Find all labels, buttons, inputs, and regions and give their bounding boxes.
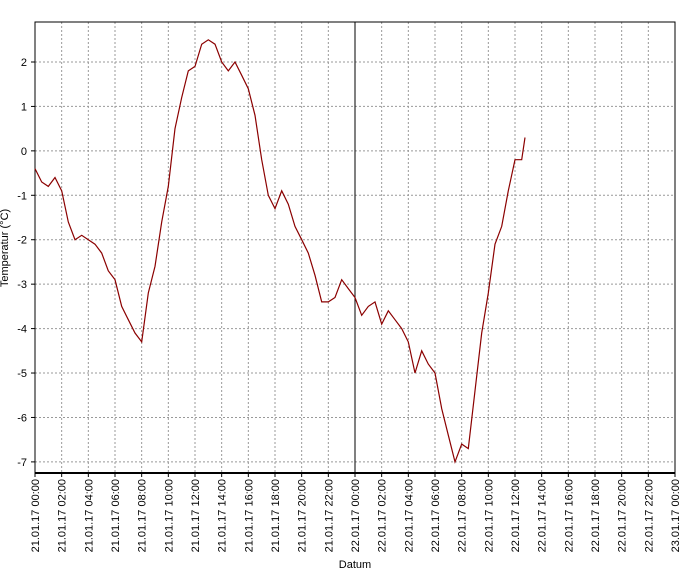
x-tick-label: 22.01.17 00:00 — [350, 479, 362, 552]
y-tick-label: -1 — [17, 190, 27, 202]
y-tick-label: 1 — [21, 101, 27, 113]
x-tick-label: 22.01.17 06:00 — [430, 479, 442, 552]
x-tick-label: 22.01.17 14:00 — [537, 479, 549, 552]
x-tick-label: 21.01.17 06:00 — [110, 479, 122, 552]
x-tick-label: 22.01.17 22:00 — [643, 479, 655, 552]
x-tick-label: 21.01.17 18:00 — [270, 479, 282, 552]
x-tick-label: 21.01.17 08:00 — [137, 479, 149, 552]
x-tick-label: 21.01.17 12:00 — [190, 479, 202, 552]
x-tick-label: 21.01.17 22:00 — [323, 479, 335, 552]
x-tick-label: 21.01.17 02:00 — [57, 479, 69, 552]
x-axis-label: Datum — [339, 559, 371, 571]
x-tick-label: 22.01.17 12:00 — [510, 479, 522, 552]
x-tick-label: 23.01.17 00:00 — [670, 479, 681, 552]
x-tick-label: 22.01.17 20:00 — [617, 479, 629, 552]
y-tick-label: -5 — [17, 368, 27, 380]
x-tick-label: 21.01.17 20:00 — [297, 479, 309, 552]
x-tick-label: 22.01.17 16:00 — [563, 479, 575, 552]
data-line — [34, 39, 526, 464]
x-tick-label: 22.01.17 08:00 — [457, 479, 469, 552]
x-tick-label: 22.01.17 02:00 — [377, 479, 389, 552]
y-tick-label: -7 — [17, 457, 27, 469]
y-tick-label: -3 — [17, 279, 27, 291]
y-tick-label: -6 — [17, 412, 27, 424]
x-tick-label: 21.01.17 00:00 — [30, 479, 42, 552]
x-tick-label: 21.01.17 04:00 — [83, 479, 95, 552]
x-tick-label: 22.01.17 04:00 — [403, 479, 415, 552]
x-tick-label: 21.01.17 14:00 — [217, 479, 229, 552]
y-tick-label: 2 — [21, 57, 27, 69]
y-tick-label: -2 — [17, 235, 27, 247]
x-tick-label: 22.01.17 10:00 — [483, 479, 495, 552]
x-tick-label: 22.01.17 18:00 — [590, 479, 602, 552]
x-tick-label: 21.01.17 10:00 — [163, 479, 175, 552]
y-tick-label: -4 — [17, 324, 27, 336]
x-tick-label: 21.01.17 16:00 — [243, 479, 255, 552]
y-axis-label: Temperatur (°C) — [0, 209, 11, 287]
y-tick-label: 0 — [21, 146, 27, 158]
